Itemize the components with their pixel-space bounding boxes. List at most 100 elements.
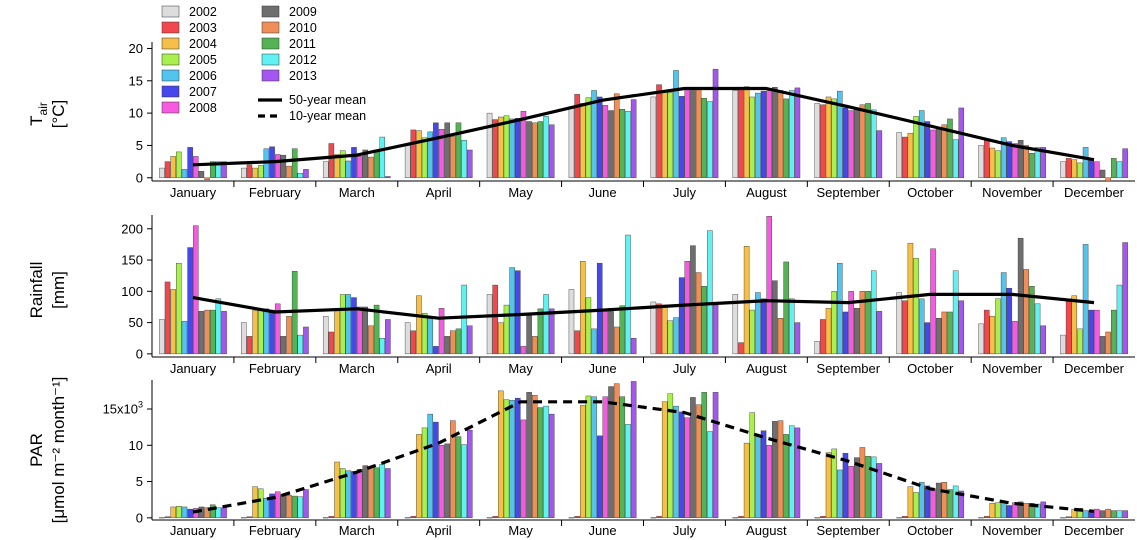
tair-bar [221,161,227,178]
tair-bar [930,129,936,178]
tair-bar [656,84,662,178]
tair-bar [241,167,247,178]
tair-bar [842,107,849,178]
tair-bar [515,118,521,178]
tair-bar [176,151,182,178]
tair-bar [461,140,467,178]
par-month-label: March [339,523,375,538]
tair-bar [1012,143,1018,178]
par-bar [574,516,580,519]
par-bar [865,455,871,519]
legend-label-2009: 2009 [289,5,317,19]
par-bar [444,443,450,519]
par-bar [772,421,778,519]
par-bar [520,419,527,519]
rainfall-bar [164,281,171,355]
rainfall-bar [983,309,990,355]
par-bar [416,434,422,519]
tair-bar [712,68,719,178]
par-bar [269,493,275,519]
legend-swatch-2007 [161,85,180,98]
rainfall-bar [537,308,544,355]
rainfall-bar [339,294,346,355]
rainfall-bar [825,308,832,355]
rainfall-bar [842,311,849,355]
tair-bar [701,98,707,178]
par-bar [732,517,739,519]
rainfall-bar [783,261,789,355]
tair-bar [1122,148,1128,178]
par-bar [935,482,942,519]
rainfall-bar [656,303,662,355]
rainfall-bar [1122,242,1128,355]
tair-bar [902,136,908,178]
rainfall-bar [209,309,216,355]
rainfall-month-label: September [816,361,880,376]
par-month-label: August [746,523,787,538]
tair-bar [690,90,696,178]
rainfall-bar [630,338,637,355]
par-bar [1116,510,1123,519]
tair-bar [291,148,298,178]
par-bar [958,490,965,519]
par-bar [918,482,925,519]
par-bar [749,412,756,519]
tair-month-label: September [816,185,880,200]
rainfall-bar [286,316,292,355]
par-bar [215,507,222,519]
par-month-label: June [588,523,616,538]
rainfall-bar [913,257,919,355]
rainfall-bar [1060,334,1066,355]
par-bar [1000,502,1007,519]
tair-month-label: May [508,185,533,200]
legend-label-2012: 2012 [289,53,317,67]
tair-bar [193,156,199,178]
rainfall-ytick-label: 50 [129,315,143,330]
tair-bar [362,149,369,178]
par-bar [455,436,462,519]
par-bar [854,457,860,519]
rainfall-ylabel-unit: [mm] [49,271,68,309]
par-bar [941,482,948,519]
par-bar [1111,510,1117,519]
rainfall-bar [252,309,258,355]
tair-bar [958,107,965,178]
par-bar [1040,501,1046,519]
par-bar [537,407,544,519]
rainfall-month-label: April [426,361,452,376]
rainfall-bar [438,308,445,355]
rainfall-bar [427,316,433,355]
rainfall-bar [1088,309,1094,355]
rainfall-bar [303,326,309,355]
rainfall-bar [159,319,165,355]
tair-bar [789,90,795,178]
par-month-label: May [508,523,533,538]
rainfall-bar [1082,244,1089,355]
par-bar [1006,505,1013,519]
par-bar [707,431,713,519]
tair-bar [345,160,352,178]
par-bar [274,491,281,519]
tair-bar [181,169,188,178]
tair-bar [995,150,1001,178]
tair-month-label: January [170,185,217,200]
par-panel: PAR [μmol m⁻² month⁻¹] 0 5 10 15x103 January… [27,377,1135,538]
legend-swatch-2006 [161,69,180,82]
par-bar [503,399,510,519]
par-ylabel-unit: [μmol m⁻² month⁻¹] [49,377,68,524]
rainfall-bar [585,297,592,355]
tair-bar [630,99,637,178]
tair-panel: Tair [°C] 0 5 10 15 20 January February March Ap… [27,41,1135,200]
tair-bar [1071,159,1078,178]
par-bar [291,495,298,519]
legend-swatch-2012 [261,53,280,66]
tair-bar [1023,145,1030,178]
par-month-label: October [907,523,954,538]
par-bar [410,516,417,519]
legend-label-2008: 2008 [189,101,217,115]
rainfall-bar [695,272,702,355]
par-bar [526,392,532,519]
rainfall-bar [625,234,631,355]
rainfall-month-label: July [673,361,697,376]
rainfall-bar [568,289,575,355]
